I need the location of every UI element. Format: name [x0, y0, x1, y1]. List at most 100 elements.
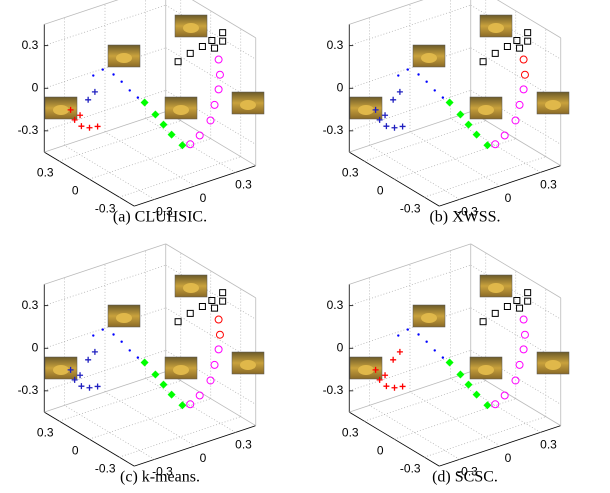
point — [151, 110, 160, 119]
x-tick-label: 0.3 — [37, 165, 54, 179]
point — [136, 356, 140, 359]
point — [128, 349, 131, 352]
z-tick-label: 0 — [337, 340, 344, 354]
y-tick-label: 0.3 — [540, 438, 557, 452]
grid-line — [89, 138, 211, 180]
point — [520, 70, 529, 79]
grid-line — [89, 398, 211, 440]
point — [219, 289, 227, 297]
y-tick-label: 0 — [505, 451, 512, 465]
point — [491, 400, 500, 409]
point — [515, 360, 524, 369]
grid-line — [349, 4, 471, 46]
point — [140, 358, 149, 367]
point — [198, 43, 206, 50]
point — [519, 315, 528, 324]
thumbnail-pot — [173, 105, 189, 115]
point — [71, 116, 78, 123]
point — [208, 37, 216, 45]
point — [445, 358, 454, 367]
point — [382, 372, 389, 379]
point — [376, 116, 383, 123]
point — [483, 141, 492, 150]
y-tick-label: 0.3 — [540, 178, 557, 192]
point — [399, 383, 406, 390]
point — [372, 366, 379, 373]
point — [396, 348, 403, 355]
point — [206, 116, 215, 125]
thumbnail-pot — [478, 105, 494, 115]
point — [215, 330, 224, 339]
thumbnail-pot — [183, 283, 199, 293]
point — [159, 380, 168, 389]
point — [92, 334, 95, 337]
thumbnail-pot — [240, 100, 256, 110]
grid-line — [44, 264, 166, 306]
point — [120, 340, 123, 343]
point — [406, 328, 409, 331]
point — [456, 110, 465, 119]
point — [101, 68, 104, 71]
z-tick-label: 0.3 — [327, 38, 344, 52]
point — [399, 123, 406, 130]
point — [151, 370, 160, 379]
thumbnail-pot — [478, 365, 494, 375]
point — [92, 74, 95, 77]
point — [441, 356, 445, 359]
point — [513, 297, 521, 305]
x-tick-label: -0.3 — [95, 461, 116, 475]
grid-line — [145, 378, 236, 433]
grid-line — [369, 405, 460, 460]
box-edge — [44, 243, 166, 285]
thumbnail-pot — [53, 365, 69, 375]
y-tick-label: 0.3 — [235, 438, 252, 452]
thumbnail-pot — [116, 313, 132, 323]
thumbnail-pot — [358, 105, 374, 115]
point — [397, 74, 400, 77]
grid-line — [470, 4, 561, 60]
grid-line — [44, 4, 166, 46]
point — [85, 96, 92, 103]
z-tick-label: 0.3 — [22, 298, 39, 312]
point — [195, 391, 204, 400]
point — [500, 391, 509, 400]
point — [195, 131, 204, 140]
point — [464, 380, 473, 389]
thumbnail-pot — [488, 23, 504, 33]
thumbnail-pot — [421, 53, 437, 63]
point — [520, 330, 529, 339]
grid-line — [394, 398, 516, 440]
box-edge — [470, 243, 561, 299]
point — [178, 401, 187, 410]
z-tick-label: 0.3 — [327, 298, 344, 312]
y-tick-label: -0.3 — [457, 465, 478, 479]
point — [491, 309, 499, 317]
grid-line — [409, 131, 501, 187]
point — [390, 356, 397, 363]
point — [71, 376, 78, 383]
point — [397, 334, 400, 337]
point — [472, 130, 481, 139]
x-tick-label: -0.3 — [95, 201, 116, 215]
point — [445, 98, 454, 107]
point — [208, 297, 216, 305]
point — [136, 96, 140, 99]
caption: (a) CLUHSIC. — [113, 209, 207, 226]
panel: -0.3 0 0.3 -0.3 0 0.3 -0.3 0 0.3 (d) SCSC. — [323, 243, 570, 486]
point — [219, 37, 227, 45]
point — [491, 49, 499, 57]
point — [78, 123, 85, 130]
point — [112, 73, 115, 76]
box-edge — [349, 0, 424, 25]
point — [167, 390, 176, 399]
grid-line — [349, 264, 471, 306]
point — [383, 383, 390, 390]
grid-line — [119, 416, 241, 458]
point — [186, 49, 194, 57]
panel: -0.3 0 0.3 -0.3 0 0.3 -0.3 0 0.3 (a) CLUHSIC. — [18, 0, 265, 226]
point — [479, 58, 487, 66]
thumbnail-pot — [488, 283, 504, 293]
point — [503, 303, 511, 310]
x-tick-label: 0 — [377, 443, 384, 457]
point — [391, 384, 398, 391]
